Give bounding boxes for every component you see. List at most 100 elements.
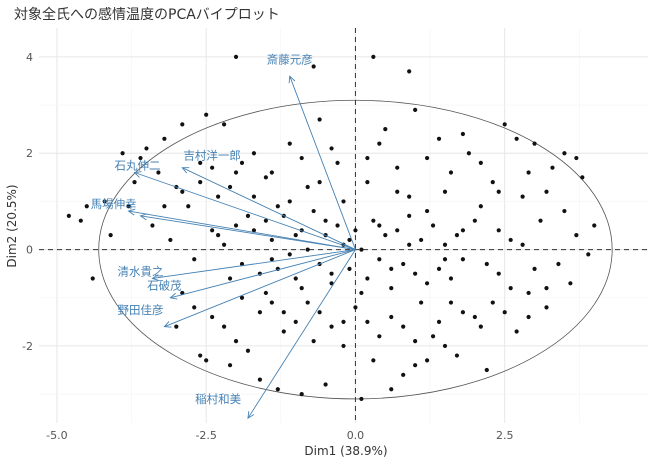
data-point xyxy=(514,329,519,334)
data-point xyxy=(311,64,316,69)
y-tick-label: 4 xyxy=(26,51,33,64)
vector-label: 石破茂 xyxy=(147,279,182,293)
data-point xyxy=(544,286,549,291)
axis-ticks: -5.0 -2.5 0.0 2.5 -2 0 2 4 xyxy=(22,51,513,442)
x-tick-label: 0.0 xyxy=(347,429,365,442)
data-point xyxy=(550,165,555,170)
data-point xyxy=(460,310,466,315)
data-point xyxy=(508,237,513,243)
data-point xyxy=(216,194,221,199)
data-point xyxy=(413,271,418,276)
data-point xyxy=(341,199,346,204)
loading-vector xyxy=(289,76,356,250)
data-point xyxy=(132,180,137,185)
data-point xyxy=(251,151,257,156)
data-point xyxy=(544,305,549,310)
loading-vectors xyxy=(127,75,356,420)
vector-label: 野田佳彦 xyxy=(118,303,164,317)
loading-vector xyxy=(247,249,356,419)
data-point xyxy=(329,324,334,329)
x-tick-label: -5.0 xyxy=(46,429,67,442)
data-point xyxy=(221,122,227,127)
data-point xyxy=(210,314,215,320)
vector-label: 石丸伸二 xyxy=(115,158,161,172)
data-point xyxy=(389,286,394,291)
loading-vector xyxy=(164,249,356,328)
data-point xyxy=(383,127,388,132)
data-point xyxy=(138,155,143,161)
data-point xyxy=(520,242,525,247)
data-point xyxy=(478,204,483,209)
data-point xyxy=(484,261,489,267)
data-point xyxy=(317,117,322,122)
data-point xyxy=(281,329,286,334)
vector-arrowhead xyxy=(133,171,142,178)
data-point xyxy=(532,141,537,146)
loading-vector xyxy=(170,249,356,299)
data-point xyxy=(84,204,89,209)
data-point xyxy=(329,146,334,151)
data-point xyxy=(436,319,442,324)
data-point xyxy=(120,151,125,156)
plot-panel xyxy=(39,28,648,423)
data-point xyxy=(460,131,466,137)
vector-arrowhead xyxy=(181,167,190,174)
data-point xyxy=(359,290,364,296)
data-point xyxy=(359,396,364,402)
data-point xyxy=(430,223,436,228)
data-point xyxy=(419,237,424,243)
data-point xyxy=(424,281,430,286)
data-point xyxy=(407,213,412,218)
data-point xyxy=(562,151,567,156)
y-tick-label: -2 xyxy=(22,340,33,353)
data-point xyxy=(365,319,370,324)
data-point xyxy=(299,391,304,397)
data-point xyxy=(239,261,245,267)
data-point xyxy=(204,358,209,363)
data-point xyxy=(263,290,268,296)
data-point xyxy=(305,247,310,252)
data-point xyxy=(419,300,424,305)
data-point xyxy=(78,218,83,223)
data-point xyxy=(490,180,495,185)
data-point xyxy=(186,204,191,209)
data-point xyxy=(365,180,370,185)
vector-arrowhead xyxy=(163,321,172,328)
loading-vector xyxy=(140,215,356,251)
data-point xyxy=(275,387,280,392)
data-points xyxy=(66,54,597,402)
data-point xyxy=(233,54,239,60)
y-axis-title: Dim2 (20.5%) xyxy=(5,184,19,267)
data-point xyxy=(442,189,448,194)
loading-vector xyxy=(128,210,356,251)
data-point xyxy=(454,353,460,358)
data-point xyxy=(532,266,537,271)
data-point xyxy=(448,300,454,305)
data-point xyxy=(478,324,483,329)
data-point xyxy=(466,151,471,156)
data-point xyxy=(377,257,382,262)
data-point xyxy=(204,112,209,117)
data-point xyxy=(430,334,436,339)
data-point xyxy=(395,189,400,194)
data-point xyxy=(562,208,567,214)
data-point xyxy=(275,204,280,209)
data-point xyxy=(436,266,442,271)
data-point xyxy=(460,257,466,262)
data-point xyxy=(436,136,442,141)
data-point xyxy=(293,233,298,238)
data-point xyxy=(317,310,322,315)
data-point xyxy=(407,69,412,74)
data-point xyxy=(257,377,263,382)
data-point xyxy=(472,314,477,320)
data-point xyxy=(168,237,173,243)
data-point xyxy=(574,233,579,238)
data-point xyxy=(472,218,477,223)
data-point xyxy=(180,189,185,194)
data-point xyxy=(305,184,310,190)
data-point xyxy=(150,223,155,228)
data-point xyxy=(407,194,412,199)
vector-label: 清水貴之 xyxy=(118,264,164,278)
